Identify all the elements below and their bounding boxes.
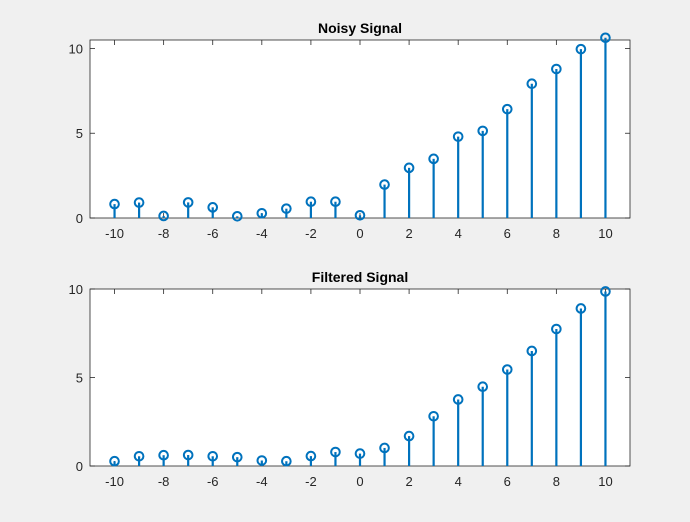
stem-marker bbox=[526, 345, 538, 357]
x-tick-label: -10 bbox=[105, 226, 124, 241]
stem-marker bbox=[281, 203, 292, 214]
y-tick-label: 0 bbox=[76, 211, 83, 226]
stem-marker bbox=[551, 323, 562, 335]
x-tick-label: -2 bbox=[305, 474, 317, 489]
stem-marker bbox=[231, 451, 243, 463]
stem-marker bbox=[330, 446, 341, 458]
stem-marker bbox=[600, 32, 611, 44]
stem-marker bbox=[428, 153, 439, 165]
stem-marker bbox=[551, 63, 562, 75]
x-tick-label: 10 bbox=[598, 474, 612, 489]
stem-marker bbox=[477, 381, 489, 393]
subplot-noisy-signal: Noisy Signal -10 -8 -6 -4 -2 0 2 4 6 8 10 0 5 10 bbox=[69, 20, 631, 241]
stem-marker bbox=[477, 125, 489, 137]
x-tick-label: 0 bbox=[356, 474, 363, 489]
stem-marker bbox=[256, 207, 268, 219]
x-tick-label: -4 bbox=[256, 474, 268, 489]
x-tick-label: 2 bbox=[405, 474, 412, 489]
x-tick-label: -10 bbox=[105, 474, 124, 489]
stem-marker bbox=[452, 131, 464, 142]
stem-marker bbox=[403, 162, 415, 174]
chart-title: Filtered Signal bbox=[312, 269, 408, 285]
y-tick-label: 5 bbox=[76, 371, 83, 386]
x-tick-label: -8 bbox=[158, 474, 170, 489]
y-tick-label: 10 bbox=[69, 282, 83, 297]
stem-marker bbox=[403, 430, 415, 442]
stem-marker bbox=[182, 197, 194, 208]
stem-marker bbox=[354, 448, 366, 459]
subplot-filtered-signal: Filtered Signal -10 -8 -6 -4 -2 0 2 4 6 8 10 0 5 10 bbox=[69, 269, 631, 489]
stem-marker bbox=[207, 450, 219, 462]
x-tick-label: 8 bbox=[553, 226, 560, 241]
x-tick-label: -2 bbox=[305, 226, 317, 241]
stem-marker bbox=[452, 394, 464, 405]
stem-marker bbox=[281, 455, 292, 467]
stem-marker bbox=[133, 450, 145, 462]
stem-marker bbox=[501, 103, 513, 115]
x-tick-label: 2 bbox=[405, 226, 412, 241]
stem-marker bbox=[256, 455, 268, 466]
stem-marker bbox=[379, 442, 390, 454]
stem-marker bbox=[526, 78, 538, 90]
x-tick-label: 0 bbox=[356, 226, 363, 241]
stem-marker bbox=[109, 198, 120, 210]
stem-marker bbox=[379, 179, 390, 190]
stem-marker bbox=[575, 43, 587, 55]
x-tick-label: 6 bbox=[504, 474, 511, 489]
plot-area bbox=[89, 39, 631, 219]
x-tick-label: 4 bbox=[455, 226, 462, 241]
x-tick-label: -6 bbox=[207, 226, 219, 241]
y-tick-label: 10 bbox=[69, 41, 83, 56]
x-tick-label: -8 bbox=[158, 226, 170, 241]
x-tick-label: -6 bbox=[207, 474, 219, 489]
y-tick-label: 5 bbox=[76, 126, 83, 141]
chart-title: Noisy Signal bbox=[318, 20, 402, 36]
stem-marker bbox=[600, 286, 611, 297]
stem-marker bbox=[182, 449, 194, 461]
x-tick-label: 4 bbox=[455, 474, 462, 489]
stem-marker bbox=[133, 197, 145, 208]
stem-marker bbox=[428, 410, 439, 422]
stem-marker bbox=[207, 202, 219, 213]
stem-marker bbox=[109, 455, 120, 467]
stem-marker bbox=[231, 211, 243, 222]
y-tick-label: 0 bbox=[76, 459, 83, 474]
stem-marker bbox=[354, 209, 366, 221]
stem-marker bbox=[158, 210, 169, 222]
x-tick-label: 8 bbox=[553, 474, 560, 489]
x-tick-label: 6 bbox=[504, 226, 511, 241]
stem-marker bbox=[330, 196, 341, 208]
stem-marker bbox=[575, 303, 587, 314]
stem-marker bbox=[158, 449, 169, 461]
stem-marker bbox=[305, 196, 317, 208]
stem-marker bbox=[501, 364, 513, 375]
plot-area bbox=[89, 288, 631, 467]
stem-marker bbox=[305, 450, 317, 462]
x-tick-label: 10 bbox=[598, 226, 612, 241]
x-tick-label: -4 bbox=[256, 226, 268, 241]
